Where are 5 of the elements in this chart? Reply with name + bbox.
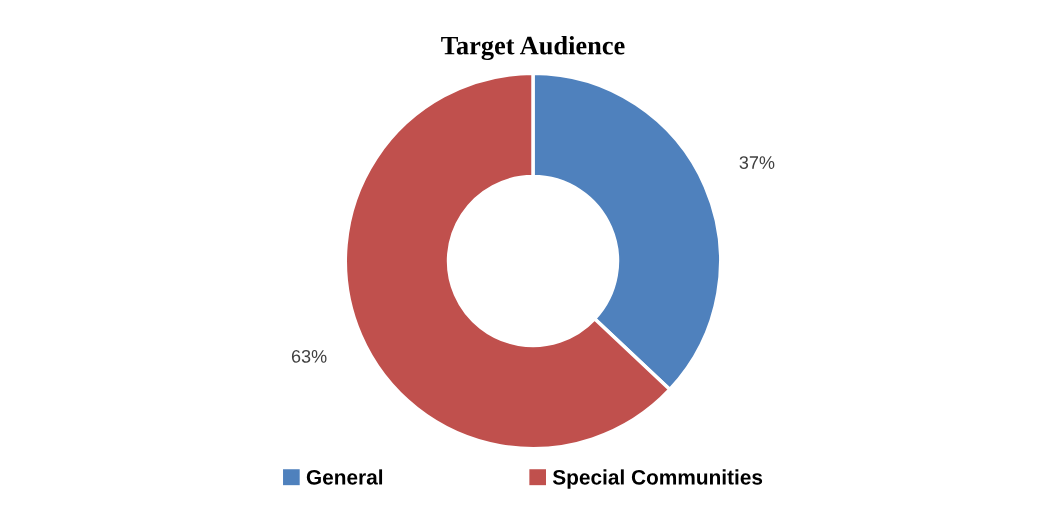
legend-label: Special Communities [552,469,763,489]
data-label: 63% [291,349,327,363]
legend-label: General [306,469,383,485]
data-label: 37% [739,156,775,169]
chart-title: Target Audience [441,35,625,61]
